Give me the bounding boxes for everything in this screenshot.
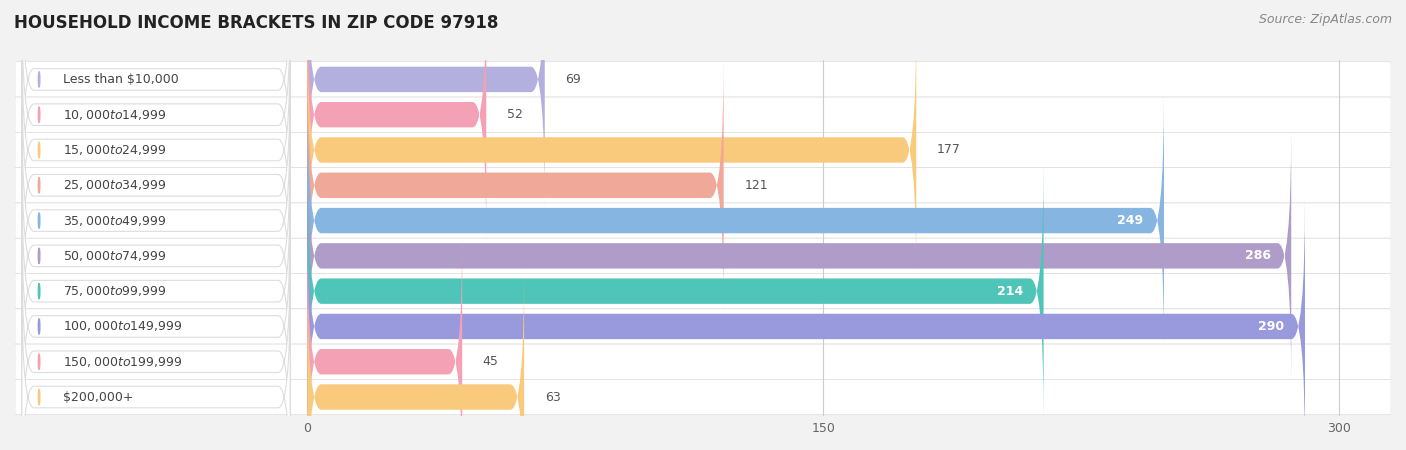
- Circle shape: [38, 354, 39, 369]
- FancyBboxPatch shape: [308, 198, 1305, 450]
- Circle shape: [38, 177, 39, 193]
- Text: 63: 63: [544, 391, 561, 404]
- Circle shape: [38, 389, 39, 405]
- FancyBboxPatch shape: [22, 143, 290, 369]
- Circle shape: [38, 107, 39, 122]
- FancyBboxPatch shape: [22, 214, 290, 439]
- Text: $25,000 to $34,999: $25,000 to $34,999: [63, 178, 167, 192]
- FancyBboxPatch shape: [308, 22, 917, 279]
- Text: 249: 249: [1118, 214, 1143, 227]
- FancyBboxPatch shape: [15, 344, 1391, 379]
- Text: $150,000 to $199,999: $150,000 to $199,999: [63, 355, 183, 369]
- FancyBboxPatch shape: [308, 269, 524, 450]
- Text: 290: 290: [1258, 320, 1284, 333]
- FancyBboxPatch shape: [15, 309, 1391, 344]
- Circle shape: [38, 248, 39, 264]
- Text: 177: 177: [936, 144, 960, 157]
- Text: HOUSEHOLD INCOME BRACKETS IN ZIP CODE 97918: HOUSEHOLD INCOME BRACKETS IN ZIP CODE 97…: [14, 14, 499, 32]
- Text: 52: 52: [508, 108, 523, 121]
- FancyBboxPatch shape: [22, 37, 290, 263]
- FancyBboxPatch shape: [308, 163, 1043, 419]
- FancyBboxPatch shape: [15, 379, 1391, 415]
- FancyBboxPatch shape: [22, 284, 290, 450]
- FancyBboxPatch shape: [308, 92, 1164, 349]
- FancyBboxPatch shape: [308, 233, 463, 450]
- Text: 286: 286: [1244, 249, 1271, 262]
- Text: Less than $10,000: Less than $10,000: [63, 73, 179, 86]
- Text: Source: ZipAtlas.com: Source: ZipAtlas.com: [1258, 14, 1392, 27]
- Text: 214: 214: [997, 285, 1024, 297]
- FancyBboxPatch shape: [15, 97, 1391, 132]
- FancyBboxPatch shape: [308, 0, 544, 208]
- FancyBboxPatch shape: [15, 62, 1391, 97]
- FancyBboxPatch shape: [22, 2, 290, 227]
- FancyBboxPatch shape: [308, 127, 1291, 384]
- Text: 45: 45: [482, 355, 499, 368]
- FancyBboxPatch shape: [22, 72, 290, 298]
- Text: 69: 69: [565, 73, 581, 86]
- Circle shape: [38, 142, 39, 158]
- Text: $15,000 to $24,999: $15,000 to $24,999: [63, 143, 167, 157]
- FancyBboxPatch shape: [22, 249, 290, 450]
- Text: $50,000 to $74,999: $50,000 to $74,999: [63, 249, 167, 263]
- FancyBboxPatch shape: [22, 179, 290, 404]
- FancyBboxPatch shape: [15, 203, 1391, 238]
- FancyBboxPatch shape: [22, 108, 290, 333]
- Text: $35,000 to $49,999: $35,000 to $49,999: [63, 214, 167, 228]
- FancyBboxPatch shape: [15, 274, 1391, 309]
- Text: $10,000 to $14,999: $10,000 to $14,999: [63, 108, 167, 122]
- FancyBboxPatch shape: [15, 132, 1391, 168]
- Circle shape: [38, 284, 39, 299]
- FancyBboxPatch shape: [22, 0, 290, 192]
- Circle shape: [38, 319, 39, 334]
- Circle shape: [38, 213, 39, 228]
- FancyBboxPatch shape: [308, 0, 486, 243]
- Text: $100,000 to $149,999: $100,000 to $149,999: [63, 320, 183, 333]
- Text: $200,000+: $200,000+: [63, 391, 134, 404]
- Text: 121: 121: [744, 179, 768, 192]
- Text: $75,000 to $99,999: $75,000 to $99,999: [63, 284, 167, 298]
- FancyBboxPatch shape: [15, 168, 1391, 203]
- FancyBboxPatch shape: [308, 57, 724, 314]
- Circle shape: [38, 72, 39, 87]
- FancyBboxPatch shape: [15, 238, 1391, 274]
